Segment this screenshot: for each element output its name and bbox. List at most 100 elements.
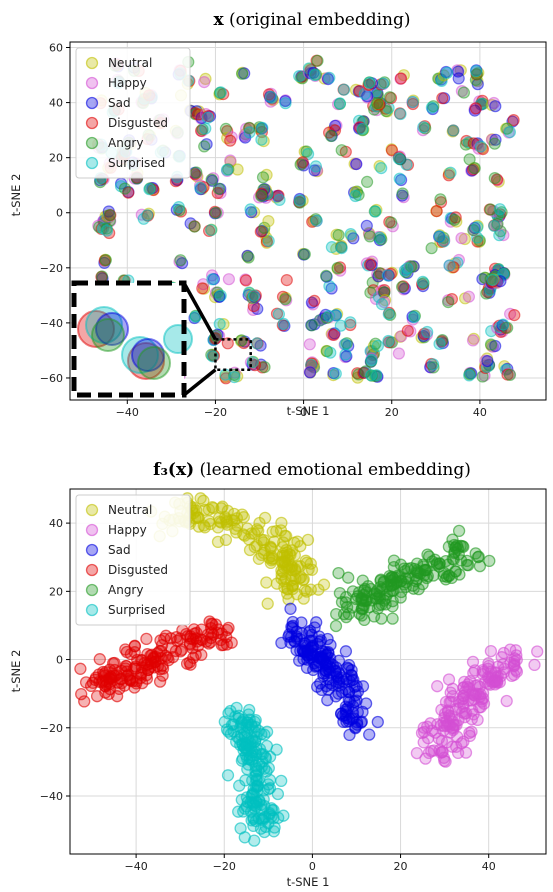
point-happy (511, 650, 522, 661)
legend: NeutralHappySadDisgustedAngrySurprised (76, 48, 190, 178)
point-neutral (285, 549, 296, 560)
point-surprised (237, 753, 248, 764)
point-surprised (229, 372, 240, 383)
chart-title-main: f₃(x) (153, 460, 194, 480)
point-surprised (235, 823, 246, 834)
point-sad (285, 603, 296, 614)
point-surprised (364, 77, 375, 88)
point-surprised (247, 357, 258, 368)
legend-label: Neutral (108, 56, 152, 70)
point-disgusted (146, 656, 157, 667)
point-surprised (334, 98, 345, 109)
point-disgusted (218, 639, 229, 650)
point-angry (380, 593, 391, 604)
point-angry (369, 611, 380, 622)
legend-label: Happy (108, 76, 147, 90)
point-happy (468, 335, 479, 346)
point-angry (336, 145, 347, 156)
point-happy (441, 720, 452, 731)
point-surprised (215, 87, 226, 98)
point-surprised (418, 122, 429, 133)
point-sad (346, 665, 357, 676)
point-surprised (195, 182, 206, 193)
chart-original-embedding: x (original embedding) −40 −20 0 20 40−60−40… (9, 10, 546, 419)
point-neutral (280, 573, 291, 584)
point-disgusted (75, 663, 86, 674)
point-disgusted (210, 619, 221, 630)
point-surprised (278, 810, 289, 821)
point-angry (256, 191, 267, 202)
point-angry (211, 207, 222, 218)
point-surprised (395, 109, 406, 120)
point-disgusted (184, 657, 195, 668)
point-angry (462, 560, 473, 571)
inset-point (164, 325, 192, 353)
point-surprised (294, 195, 305, 206)
point-angry (191, 167, 202, 178)
point-happy (532, 646, 543, 657)
point-happy (444, 697, 455, 708)
point-sad (342, 702, 353, 713)
point-neutral (262, 598, 273, 609)
point-surprised (340, 349, 351, 360)
x-tick-label: −20 (213, 860, 236, 873)
point-surprised (442, 67, 453, 78)
legend-label: Sad (108, 543, 131, 557)
point-happy (447, 683, 458, 694)
x-tick-label: −40 (125, 860, 148, 873)
point-happy (472, 680, 483, 691)
x-tick-label: 20 (394, 860, 408, 873)
x-tick-label: 0 (309, 860, 316, 873)
point-angry (397, 188, 408, 199)
point-surprised (383, 336, 394, 347)
point-happy (466, 726, 477, 737)
point-angry (443, 297, 454, 308)
point-angry (422, 549, 433, 560)
point-surprised (256, 134, 267, 145)
point-sad (305, 367, 316, 378)
point-happy (304, 339, 315, 350)
point-angry (454, 525, 465, 536)
point-disgusted (431, 206, 442, 217)
point-disgusted (309, 295, 320, 306)
legend-marker (87, 118, 98, 129)
point-sad (331, 668, 342, 679)
point-angry (189, 221, 200, 232)
legend-marker (87, 78, 98, 89)
point-happy (418, 737, 429, 748)
point-surprised (494, 204, 505, 215)
point-angry (489, 173, 500, 184)
point-disgusted (281, 275, 292, 286)
point-disgusted (197, 283, 208, 294)
point-angry (362, 176, 373, 187)
point-surprised (259, 812, 270, 823)
inset-point (92, 319, 124, 351)
point-disgusted (94, 654, 105, 665)
point-happy (420, 753, 431, 764)
legend-marker (87, 605, 98, 616)
point-disgusted (328, 329, 339, 340)
point-angry (104, 210, 115, 221)
point-surprised (448, 125, 459, 136)
point-surprised (366, 355, 377, 366)
point-disgusted (509, 310, 520, 321)
point-disgusted (81, 677, 92, 688)
point-surprised (222, 164, 233, 175)
point-surprised (471, 66, 482, 77)
point-sad (318, 668, 329, 679)
point-surprised (504, 127, 515, 138)
point-surprised (173, 202, 184, 213)
point-surprised (257, 122, 268, 133)
x-axis-label: t-SNE 1 (287, 875, 330, 889)
point-angry (435, 194, 446, 205)
point-surprised (263, 784, 274, 795)
legend-label: Surprised (108, 156, 165, 170)
point-surprised (377, 299, 388, 310)
point-surprised (426, 102, 437, 113)
point-surprised (268, 826, 279, 837)
point-surprised (330, 368, 341, 379)
point-angry (440, 556, 451, 567)
point-sad (291, 645, 302, 656)
x-tick-label: 40 (482, 860, 496, 873)
point-angry (386, 217, 397, 228)
